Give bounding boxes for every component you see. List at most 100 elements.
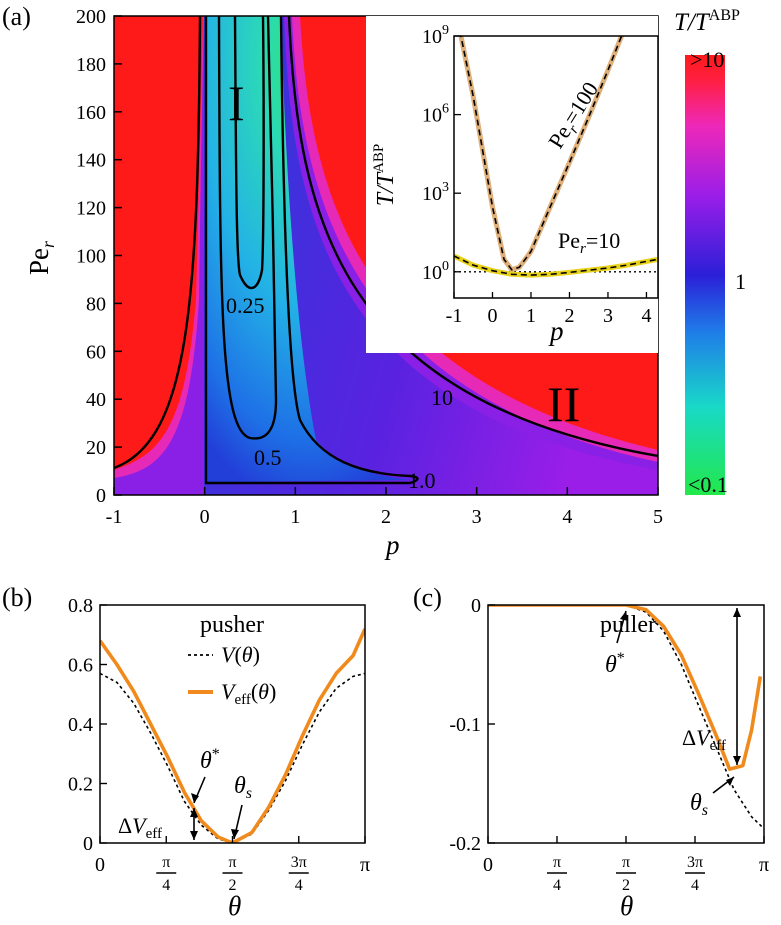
annotation-dV-b: ΔVeff	[118, 813, 162, 842]
heatmap-xtick-label: 0	[200, 506, 210, 528]
heatmap-xtick-label: -1	[106, 506, 123, 528]
colorbar-top-label: >10	[690, 47, 724, 72]
panel-b-xtick-label: 0	[95, 854, 105, 876]
panel-b-frame	[99, 604, 366, 844]
panel-c-axes: 0 π 4 π 2 3π 4 π 0 -0.1 -0.2	[449, 595, 769, 894]
inset-frame	[453, 35, 659, 299]
panel-b-xtick-num: 3π	[291, 854, 307, 871]
heatmap-xtick-label: 3	[472, 506, 482, 528]
panel-b-ytick-label: 0.6	[68, 655, 93, 677]
panel-c-lines	[488, 605, 764, 830]
panel-c-xtick-num: π	[622, 854, 630, 871]
heatmap-ytick-label: 80	[86, 293, 106, 315]
contour-label-2: 1.0	[408, 468, 436, 493]
arrowheads-dV-b	[190, 808, 198, 840]
legend-label-V: V(θ)	[221, 642, 260, 667]
contour-1.0	[204, 16, 419, 485]
heatmap-low-region	[206, 16, 410, 482]
inset-xtick-label: 4	[641, 305, 651, 327]
heatmap-xtick-label: 5	[653, 506, 663, 528]
panel-b-xtick-num: π	[162, 854, 170, 871]
arrowhead-theta-s-c	[726, 777, 734, 786]
contour-10-left	[114, 16, 202, 470]
heatmap-ytick-label: 200	[76, 6, 106, 28]
heatmap-xtick-label: 4	[562, 506, 572, 528]
annotation-theta-s-c: θs	[690, 790, 708, 819]
colorbar-bottom-label: <0.1	[688, 472, 728, 497]
annotation-dV-c: ΔVeff	[682, 725, 726, 754]
panel-b-xtick-den: 2	[228, 877, 236, 894]
region-label-2: II	[547, 376, 580, 432]
contour-0.25	[233, 16, 265, 290]
panel-c-frame	[487, 604, 765, 844]
panel-c-ytick-label: 0	[471, 595, 481, 617]
panel-b-lines	[100, 628, 365, 843]
arrowhead-theta-star-c	[620, 611, 628, 621]
panel-a-label: (a)	[2, 2, 31, 31]
inset-xtick-label: 3	[603, 305, 613, 327]
panel-c-ytick-label: -0.1	[449, 714, 481, 736]
panel-c-series-V	[488, 605, 764, 830]
panel-b-xtick-den: 4	[162, 877, 170, 894]
arrowhead-theta-star-b	[191, 793, 199, 803]
panel-b-xtick-label: π	[360, 854, 370, 876]
inset-series-approx-0	[460, 36, 623, 271]
panel-c-label: (c)	[413, 583, 442, 612]
panel-b-label: (b)	[2, 583, 32, 612]
panel-c-ytick-label: -0.2	[449, 833, 481, 855]
panel-c-series-Veff	[488, 605, 763, 771]
heatmap-ytick-label: 20	[86, 437, 106, 459]
panel-b-ytick-label: 0.8	[68, 595, 93, 617]
panel-c-xlabel: θ	[620, 891, 633, 921]
contour-label-3: 10	[431, 385, 453, 410]
heatmap-xtick-label: 2	[381, 506, 391, 528]
arrowhead-theta-s-b	[231, 829, 239, 839]
heatmap-xtick-label: 1	[290, 506, 300, 528]
heatmap-ytick-label: 120	[76, 198, 106, 220]
heatmap-ytick-label: 180	[76, 54, 106, 76]
annotation-theta-s-b: θs	[234, 773, 252, 802]
region-label-1: I	[228, 75, 245, 131]
heatmap-ytick-label: 100	[76, 246, 106, 268]
heatmap-blue-band	[204, 16, 658, 495]
panel-c-xtick-num: π	[553, 854, 561, 871]
inset-xlabel: p	[548, 316, 564, 346]
panel-b-ytick-label: 0	[83, 833, 93, 855]
panel-c-xtick-den: 4	[553, 877, 561, 894]
annotation-theta-star-c: θ*	[605, 650, 625, 678]
panel-b-axes: 0 π 4 π 2 3π 4 π 0 0.2 0.4 0.6 0.8	[68, 595, 370, 894]
colorbar-title: T/TABP	[674, 7, 740, 36]
contour-0.5	[217, 16, 278, 440]
annotation-theta-star-b: θ*	[200, 746, 220, 774]
panel-c-xtick-label: π	[759, 854, 769, 876]
heatmap-ytick-label: 40	[86, 389, 106, 411]
colorbar: T/TABP >10 1 <0.1	[674, 7, 746, 497]
panel-b: (b) pusher 0 π 4 π 2 3π 4 π 0 0.2 0.4 0.6 0.8 θ V(θ)…	[2, 583, 370, 921]
panel-b-xtick-den: 4	[295, 877, 303, 894]
legend-label-Veff: Veff(θ)	[221, 679, 276, 708]
heatmap-ylabel: Per	[24, 240, 58, 275]
panel-b-title: pusher	[200, 612, 264, 638]
inset-ytick-label: 106	[422, 102, 449, 127]
inset-xtick-label: -1	[446, 305, 463, 327]
heatmap-ytick-label: 0	[96, 485, 106, 507]
heatmap-xlabel: p	[384, 530, 400, 560]
panel-b-ytick-label: 0.2	[68, 774, 93, 796]
inset-lines	[454, 36, 658, 278]
panel-b-ytick-label: 0.4	[68, 714, 93, 736]
colorbar-gradient	[685, 55, 725, 495]
heatmap-ytick-label: 160	[76, 102, 106, 124]
panel-c-xtick-den: 4	[691, 877, 699, 894]
inset-background	[366, 16, 658, 353]
panel-b-series-V	[100, 672, 365, 843]
contour-10-right	[287, 16, 658, 458]
panel-c-xtick-label: 0	[483, 854, 493, 876]
panel-b-xtick-num: π	[228, 854, 236, 871]
inset-series-approx-1	[454, 255, 658, 276]
inset-series-label-1: Per=10	[558, 228, 620, 257]
panel-b-series-Veff	[100, 628, 365, 843]
